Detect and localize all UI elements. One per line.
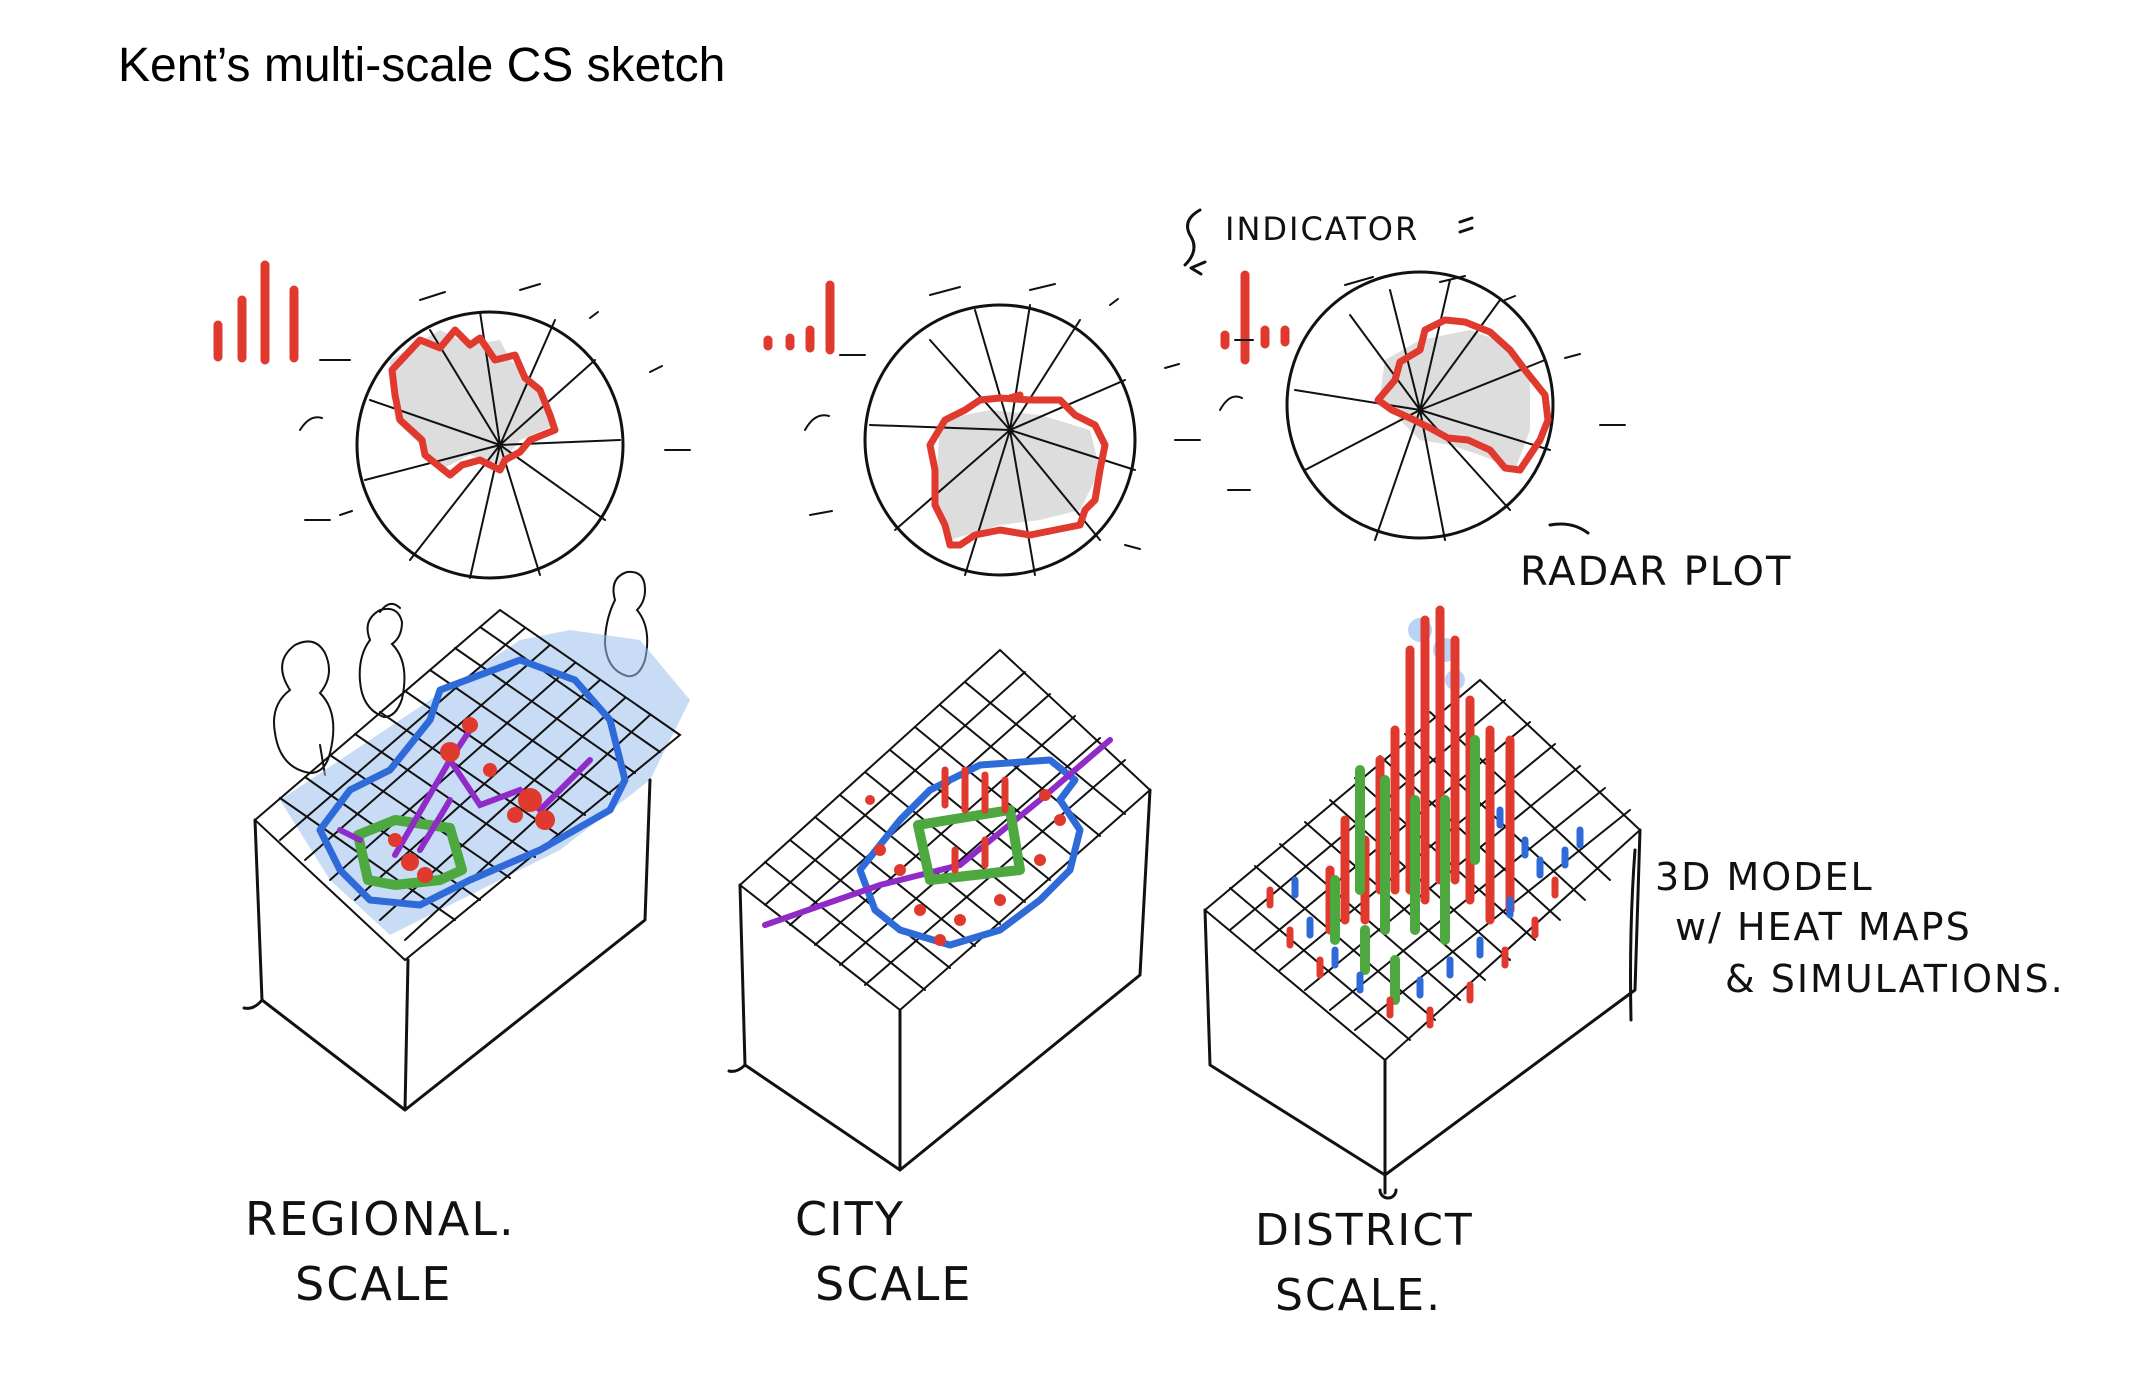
page-title: Kent’s multi-scale CS sketch	[118, 39, 726, 92]
svg-text:SCALE.: SCALE.	[1275, 1270, 1442, 1321]
radar-plot-regional	[213, 260, 691, 580]
heatmap-dashes-district	[1266, 806, 1584, 1029]
hotspots-regional	[388, 717, 555, 883]
3d-model-district	[1203, 605, 1642, 1200]
indicator-bars-city	[763, 280, 835, 355]
radar-plot-district	[1219, 270, 1626, 541]
svg-text:REGIONAL.: REGIONAL.	[245, 1192, 516, 1246]
green-towers-district	[1330, 735, 1480, 1005]
indicator-annotation: INDICATOR	[1183, 208, 1474, 276]
indicator-bars-district	[1220, 270, 1290, 365]
hotspots-city	[865, 766, 1066, 946]
model-label-line3: & SIMULATIONS.	[1725, 957, 2065, 1001]
3d-model-city	[727, 648, 1152, 1172]
indicator-label: INDICATOR	[1225, 210, 1419, 248]
scale-label-regional: REGIONAL. SCALE	[245, 1192, 516, 1311]
3d-model-annotation: 3D MODEL w/ HEAT MAPS & SIMULATIONS.	[1629, 848, 2065, 1022]
model-label-line2: w/ HEAT MAPS	[1675, 905, 1972, 949]
3d-model-regional	[242, 570, 690, 1112]
model-label-line1: 3D MODEL	[1655, 855, 1874, 899]
scale-label-city: CITY SCALE	[795, 1192, 972, 1311]
grid-city	[738, 648, 1152, 1012]
svg-text:SCALE: SCALE	[815, 1257, 972, 1311]
indicator-bars-regional	[213, 260, 299, 365]
radar-plot-label: RADAR PLOT	[1520, 549, 1792, 595]
scale-label-district: DISTRICT SCALE.	[1255, 1205, 1474, 1321]
radar-plot-city	[763, 280, 1201, 577]
svg-text:DISTRICT: DISTRICT	[1255, 1205, 1474, 1256]
svg-text:SCALE: SCALE	[295, 1257, 452, 1311]
radar-plot-annotation: RADAR PLOT	[1520, 522, 1792, 595]
svg-text:CITY: CITY	[795, 1192, 905, 1246]
